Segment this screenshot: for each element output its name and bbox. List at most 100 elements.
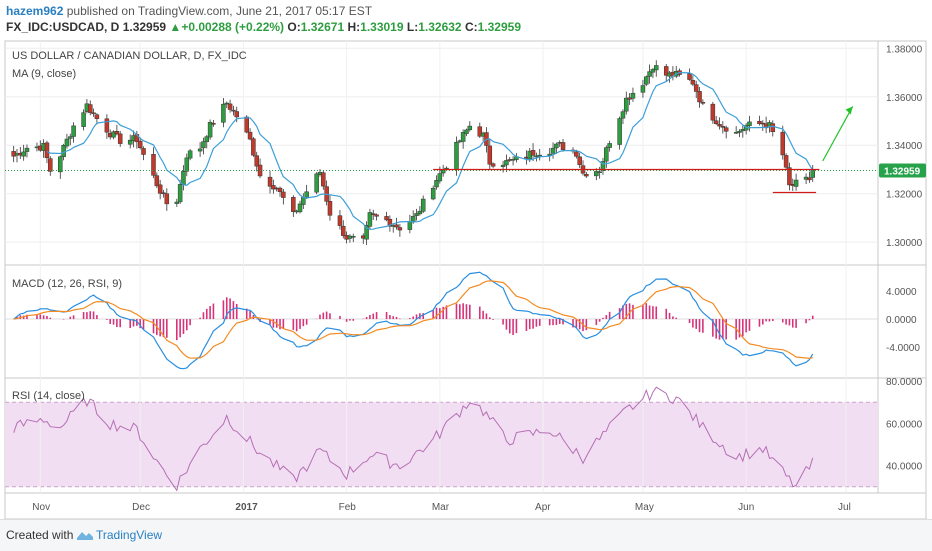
tradingview-brand-link[interactable]: TradingView [96, 528, 163, 542]
candle-body [477, 126, 483, 137]
candle-body [181, 171, 186, 185]
candle-body [723, 127, 729, 132]
candle-body [414, 213, 419, 216]
candle-body [720, 126, 726, 128]
candle-body [154, 175, 160, 187]
candle-body [617, 118, 622, 145]
candle-body [747, 121, 752, 126]
candle-body [430, 187, 436, 200]
candle-body [384, 216, 389, 221]
candle-body [644, 76, 649, 85]
price-pane [5, 60, 878, 245]
candle-body [291, 197, 296, 212]
candle-body [737, 130, 742, 133]
candle-body [550, 147, 556, 154]
candle-body [537, 154, 542, 157]
candle-body [420, 198, 426, 212]
candle-body [434, 180, 439, 188]
rsi-band [5, 402, 878, 487]
author-link[interactable]: hazem962 [6, 4, 64, 18]
candle-body [327, 201, 333, 216]
candle-body [687, 73, 692, 80]
candle-body [693, 84, 699, 92]
candle-body [64, 138, 70, 147]
candle-body [61, 145, 66, 157]
macd-line [13, 271, 814, 370]
candle-body [530, 150, 536, 156]
candle-body [733, 132, 739, 134]
candle-body [810, 170, 815, 178]
candle-body [554, 143, 559, 149]
arrow-head-icon [845, 106, 853, 115]
publish-line: hazem962 published on TradingView.com, J… [6, 4, 372, 18]
candle-body [271, 185, 276, 190]
annotations [433, 106, 854, 194]
candle-body [204, 136, 210, 143]
macd-axis: 4.0000 0.0000 -4.0000 [886, 287, 920, 354]
candle-body [437, 173, 443, 182]
rsi-axis: 80.0000 60.0000 40.0000 [886, 377, 923, 472]
time-tick-label: May [635, 502, 654, 513]
candle-body [410, 216, 416, 222]
candle-body [577, 156, 582, 165]
candle-body [367, 212, 373, 227]
candle-body [254, 155, 259, 167]
price-tick-label: 1.30000 [886, 238, 923, 249]
published-text: published on TradingView.com, June 21, 2… [66, 4, 373, 18]
price-tick-label: 1.38000 [886, 44, 923, 55]
candle-body [161, 192, 166, 195]
candle-body [104, 118, 110, 133]
chart-area[interactable]: 1.38000 1.36000 1.34000 1.32000 1.30000 4.00… [0, 0, 932, 519]
candle-body [127, 139, 133, 145]
low-value: 1.32632 [418, 20, 462, 34]
ma-indicator-label: MA (9, close) [12, 68, 76, 80]
candle-body [394, 224, 399, 228]
time-tick-label: Nov [32, 502, 50, 513]
candle-body [574, 151, 579, 157]
gridlines [5, 41, 878, 493]
candle-body [370, 213, 376, 215]
candle-body [417, 210, 423, 215]
candle-body [341, 225, 346, 236]
ma-line [46, 71, 814, 230]
close-label: C: [464, 20, 478, 34]
rsi-tick-label: 40.0000 [886, 462, 923, 473]
tradingview-logo-icon [77, 532, 93, 540]
price-tick-label: 1.32000 [886, 190, 923, 201]
price-tick-label: 1.36000 [886, 93, 923, 104]
candle-body [247, 131, 253, 140]
candle-body [277, 187, 283, 192]
candle-body [114, 131, 120, 135]
candle-body [624, 97, 629, 112]
candle-body [460, 132, 466, 142]
candle-body [770, 123, 776, 132]
candle-body [91, 112, 96, 115]
high-label: H: [347, 20, 361, 34]
candle-body [584, 173, 589, 177]
symbol-label: FX_IDC:USDCAD, D [6, 20, 120, 34]
candle-body [717, 124, 722, 127]
candle-body [710, 103, 716, 121]
candle-body [700, 102, 706, 104]
ohlc-line: FX_IDC:USDCAD, D 1.32959 ▲+0.00288 (+0.2… [6, 20, 521, 34]
candle-body [604, 147, 609, 162]
macd-tick-label: 0.0000 [886, 315, 917, 326]
last-price-tag-text: 1.32959 [884, 166, 921, 177]
candle-body [654, 65, 659, 71]
candle-body [630, 92, 636, 99]
created-with-text: Created with [6, 528, 74, 542]
candle-body [251, 138, 256, 156]
rsi-line [13, 386, 814, 492]
rsi-pane-title: RSI (14, close) [12, 390, 85, 402]
candle-body [697, 91, 702, 103]
chart-header: hazem962 published on TradingView.com, J… [0, 0, 932, 40]
candle-body [793, 179, 799, 187]
candle-body [151, 154, 156, 176]
candle-body [207, 121, 213, 138]
forecast-arrow-icon [822, 106, 854, 162]
low-label: L: [406, 20, 419, 34]
candle-body [71, 125, 76, 137]
time-axis: Nov Dec 2017 Feb Mar Apr May Jun Jul [32, 502, 851, 513]
candle-body [783, 155, 789, 168]
candle-body [197, 148, 203, 152]
